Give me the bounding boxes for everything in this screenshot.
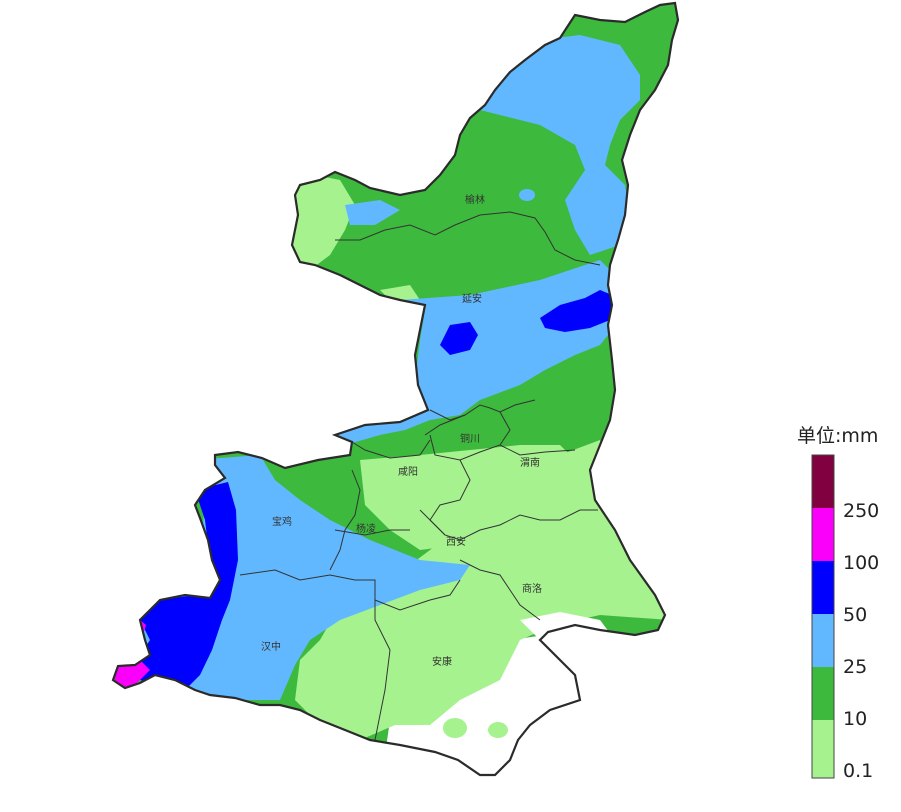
legend-label-50: 50	[843, 604, 868, 626]
city-boundaries	[239, 211, 601, 741]
legend-label-10: 10	[843, 708, 868, 730]
legend-swatch-10	[812, 667, 834, 720]
legend-label-250: 250	[843, 500, 880, 522]
legend-label-100: 100	[843, 552, 880, 574]
city-label-tongchuan: 铜川	[460, 433, 480, 445]
city-label-xianyang: 咸阳	[398, 466, 418, 478]
city-label-weinan: 渭南	[520, 456, 540, 469]
city-label-xian: 西安	[446, 535, 466, 548]
rain-band-25-50	[480, 35, 640, 255]
legend-swatch-100	[812, 508, 834, 561]
city-label-shangluo: 商洛	[522, 582, 542, 595]
city-label-hanzhong: 汉中	[261, 640, 281, 653]
legend-label-25: 25	[843, 656, 868, 678]
legend-label-0.1: 0.1	[843, 760, 874, 782]
legend-swatch-0.1	[812, 720, 834, 778]
rain-band-100-250	[113, 660, 150, 688]
legend-title: 单位:mm	[797, 425, 879, 447]
city-label-yulin: 榆林	[465, 193, 485, 206]
city-label-yanan: 延安	[462, 292, 482, 305]
city-label-baoji: 宝鸡	[272, 515, 292, 528]
city-label-ankang: 安康	[432, 655, 452, 668]
province-outline	[111, 1, 680, 777]
legend-swatch-250	[812, 455, 834, 508]
city-label-yangling: 杨凌	[356, 522, 376, 535]
legend-colorbar	[811, 454, 835, 779]
legend-swatch-50	[812, 561, 834, 614]
legend-swatch-25	[812, 614, 834, 667]
rain-band-0.1-10	[295, 440, 670, 740]
rain-band-50-100	[540, 290, 612, 332]
